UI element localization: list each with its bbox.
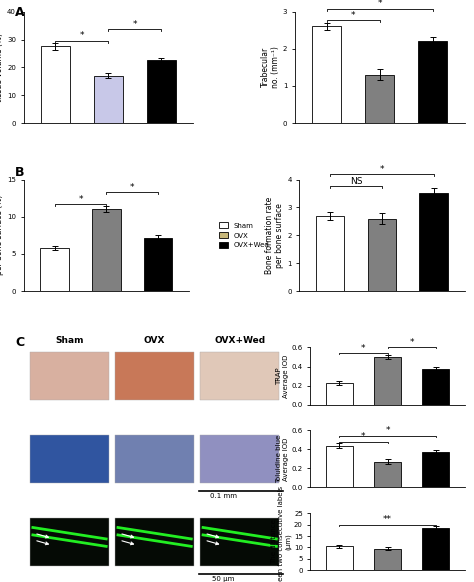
Bar [40, 248, 69, 291]
Bar [422, 452, 449, 488]
Bar [147, 61, 176, 123]
Y-axis label: Bone volume per
tissue volume (%): Bone volume per tissue volume (%) [0, 33, 4, 102]
Y-axis label: Eroded surface
per bone surface (%): Eroded surface per bone surface (%) [0, 195, 4, 275]
Bar [422, 370, 449, 404]
Bar [374, 357, 401, 404]
Y-axis label: Bone formation rate
per bone surface: Bone formation rate per bone surface [265, 197, 284, 274]
Text: *: * [385, 427, 390, 435]
Text: OVX: OVX [144, 336, 165, 345]
Text: A: A [15, 6, 25, 19]
Y-axis label: Toluidine blue
Average IOD: Toluidine blue Average IOD [276, 435, 289, 483]
Bar [365, 75, 394, 123]
Bar [115, 352, 194, 400]
Text: NS: NS [350, 177, 362, 186]
Y-axis label: The distance
between two consecutive labels
(μm): The distance between two consecutive lab… [271, 486, 291, 582]
Text: Sham: Sham [55, 336, 84, 345]
Bar [30, 352, 109, 400]
Bar [374, 549, 401, 570]
Text: *: * [351, 11, 356, 20]
Bar [94, 76, 123, 123]
Text: *: * [377, 0, 382, 8]
Text: *: * [380, 165, 384, 174]
Bar [316, 216, 345, 291]
Legend: Sham, OVX, OVX+Wed: Sham, OVX, OVX+Wed [219, 222, 269, 249]
Bar [41, 47, 70, 123]
Bar [326, 383, 353, 404]
Text: *: * [78, 194, 83, 204]
Bar [419, 193, 448, 291]
Bar [368, 219, 396, 291]
Text: OVX+Wed: OVX+Wed [214, 336, 265, 345]
Bar [418, 41, 447, 123]
Bar [422, 528, 449, 570]
Bar [92, 210, 120, 291]
Text: *: * [361, 432, 365, 441]
Text: 0.1 mm: 0.1 mm [210, 493, 237, 499]
Y-axis label: TRAP
Average IOD: TRAP Average IOD [276, 354, 289, 398]
Text: *: * [80, 31, 84, 40]
Text: *: * [410, 338, 414, 347]
Text: B: B [15, 166, 24, 179]
Y-axis label: Trabecular
no. (mm⁻¹): Trabecular no. (mm⁻¹) [261, 47, 280, 88]
Bar [312, 27, 341, 123]
Text: **: ** [383, 516, 392, 524]
Text: *: * [133, 20, 137, 29]
Text: C: C [15, 336, 24, 349]
Bar [326, 546, 353, 570]
Text: 50 μm: 50 μm [212, 576, 235, 582]
Bar [326, 446, 353, 488]
Bar [374, 462, 401, 488]
Text: *: * [361, 344, 365, 353]
Bar [201, 352, 279, 400]
Bar [144, 237, 172, 291]
Text: *: * [130, 183, 135, 192]
